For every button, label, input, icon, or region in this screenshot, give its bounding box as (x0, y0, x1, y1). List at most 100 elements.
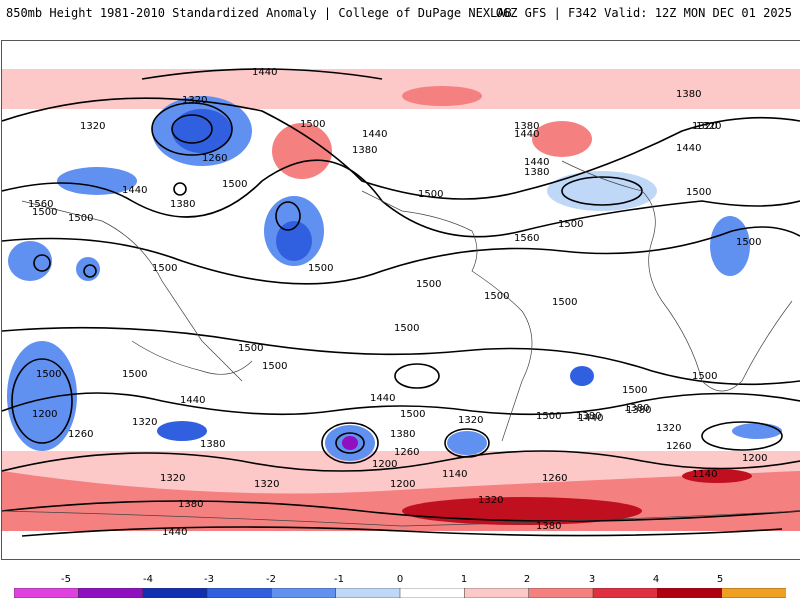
contour-label: 1380 (524, 167, 549, 178)
contour-label: 1380 (390, 429, 415, 440)
colorbar-segment (657, 588, 723, 598)
colorbar-segment (142, 588, 208, 598)
contour-label: 1380 (352, 145, 377, 156)
header: 850mb Height 1981-2010 Standardized Anom… (0, 0, 800, 30)
model-valid-time: 06Z GFS | F342 Valid: 12Z MON DEC 01 202… (495, 6, 792, 20)
colorbar (14, 588, 786, 598)
contour-label: 1440 (676, 143, 701, 154)
contour-label: 1440 (252, 67, 277, 78)
contour-label: 1260 (394, 447, 419, 458)
contour-label: 1200 (372, 459, 397, 470)
antarctica-outline (2, 510, 800, 527)
contour-label: 1500 (400, 409, 425, 420)
contour-label: 1440 (370, 393, 395, 404)
siberia-low (57, 167, 137, 195)
colorbar-segment (464, 588, 530, 598)
europe-low (710, 216, 750, 276)
southern-ocean-low (732, 423, 782, 439)
contour-label: 1500 (736, 237, 761, 248)
colorbar-tick-label: -2 (266, 574, 276, 585)
colorbar-segment (271, 588, 337, 598)
americas-outline (361, 190, 533, 442)
colorbar-tick-label: -1 (334, 574, 344, 585)
anomaly-shading (2, 69, 800, 531)
anomaly-map: 1440 1320 1320 1320 1140 1260 1440 1380 … (1, 40, 800, 560)
contour-label: 1500 (300, 119, 325, 130)
contour-label: 1500 (152, 263, 177, 274)
colorbar-segment (528, 588, 594, 598)
contour-label: 1440 (514, 129, 539, 140)
contour-label: 1320 (458, 415, 483, 426)
contour-label: 1500 (32, 207, 57, 218)
arctic-positive-band (2, 69, 800, 109)
contour-label: 1440 (362, 129, 387, 140)
contour-label: 1320 (254, 479, 279, 490)
contour-label: 1440 (122, 185, 147, 196)
contour-label: 1500 (222, 179, 247, 190)
west-low (8, 241, 52, 281)
contour-label: 1500 (36, 369, 61, 380)
contour-label: 1320 (478, 495, 503, 506)
colorbar-tick-label: -4 (143, 574, 153, 585)
contour-label: 1500 (394, 323, 419, 334)
south-atlantic-low (570, 366, 594, 386)
contour-label: 1380 (514, 121, 539, 132)
contour-label: 1200 (32, 409, 57, 420)
contour-label: 1560 (514, 233, 539, 244)
contour-label: 1500 (416, 279, 441, 290)
south-indian-low (7, 341, 77, 451)
contour-label: 1440 (524, 157, 549, 168)
contour-label: 1260 (542, 473, 567, 484)
colorbar-tick-label: 1 (460, 574, 468, 585)
strong-positive-southeast (682, 469, 752, 483)
contour-label: 1500 (536, 411, 561, 422)
contour-label: 1500 (558, 219, 583, 230)
contour-label: 1260 (666, 441, 691, 452)
contour-label: 1500 (692, 371, 717, 382)
contour-label: 1500 (686, 187, 711, 198)
colorbar-segment (206, 588, 273, 598)
colorbar-segment (335, 588, 401, 598)
pacific-positive-anomaly (272, 123, 332, 179)
coastlines (2, 160, 800, 527)
contour-label: 1440 (578, 413, 603, 424)
contour-label: 1500 (68, 213, 93, 224)
contour-label: 1500 (308, 263, 333, 274)
contour-label: 1200 (390, 479, 415, 490)
contour-label: 1380 (576, 411, 601, 422)
contour-label: 1380 (624, 403, 649, 414)
contour-label: 1500 (238, 343, 263, 354)
height-contours (2, 68, 800, 537)
colorbar-tick-label: 3 (588, 574, 596, 585)
contour-label: 1500 (418, 189, 443, 200)
colorbar-tick-label: -3 (204, 574, 214, 585)
contour-label: 1320 (182, 95, 207, 106)
contour-label: 1260 (68, 429, 93, 440)
contour-label: 1440 (162, 527, 187, 538)
contour-label: 1380 (200, 439, 225, 450)
map-title: 850mb Height 1981-2010 Standardized Anom… (6, 6, 512, 20)
contour-label: 1380 (178, 499, 203, 510)
europe-africa-outline (561, 160, 793, 392)
east-pacific-low-core (276, 221, 312, 261)
contour-label: 1380 (626, 405, 651, 416)
contour-labels: 1440 1320 1320 1320 1140 1260 1440 1380 … (28, 67, 767, 538)
contour-label: 1560 (28, 199, 53, 210)
contour-label: 1260 (202, 153, 227, 164)
greenland-positive-anomaly (532, 121, 592, 157)
contour-label: 1500 (622, 385, 647, 396)
colorbar-segment (14, 588, 80, 598)
contour-label: 1320 (656, 423, 681, 434)
contour-label: 1320 (160, 473, 185, 484)
arctic-positive-anomaly (402, 86, 482, 106)
contour-label: 1200 (742, 453, 767, 464)
contour-label: 1140 (442, 469, 467, 480)
contour-label: 1500 (484, 291, 509, 302)
colorbar-tick-label: 2 (523, 574, 531, 585)
contour-label: 1500 (122, 369, 147, 380)
contour-label: 1320 (132, 417, 157, 428)
contour-1440-north (141, 68, 383, 80)
contour-label: 1320 (80, 121, 105, 132)
contour-label: 1320 (692, 121, 717, 132)
south-indian-low-2 (157, 421, 207, 441)
